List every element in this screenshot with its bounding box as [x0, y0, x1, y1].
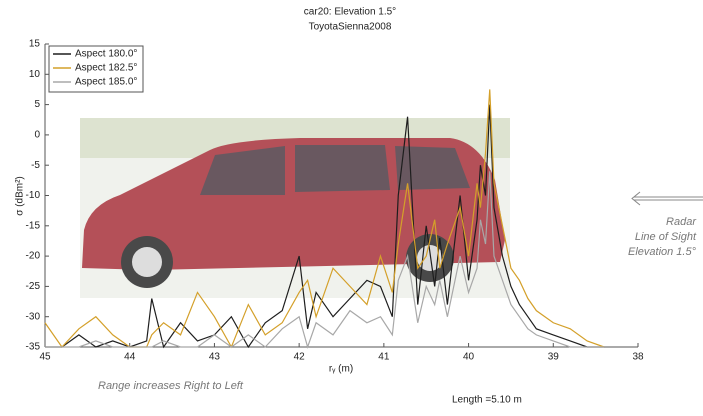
annotation: Line of Sight	[635, 231, 697, 243]
legend-label: Aspect 185.0°	[75, 77, 137, 88]
x-tick-label: 38	[632, 352, 644, 363]
y-tick-label: -30	[26, 311, 41, 322]
legend-label: Aspect 182.5°	[75, 63, 137, 74]
annotation: Length =5.10 m	[452, 395, 522, 406]
y-tick-label: 15	[29, 39, 41, 50]
chart-subtitle: ToyotaSienna2008	[309, 22, 392, 33]
x-tick-label: 42	[294, 352, 306, 363]
annotation: Range increases Right to Left	[98, 380, 244, 392]
x-tick-label: 45	[39, 352, 51, 363]
y-tick-label: 10	[29, 69, 41, 80]
x-tick-label: 44	[124, 352, 136, 363]
x-tick-label: 43	[209, 352, 221, 363]
y-tick-label: -5	[31, 160, 40, 171]
y-tick-label: 0	[34, 130, 40, 141]
series-line	[45, 104, 605, 349]
car-photo	[80, 118, 510, 298]
annotation: Radar	[666, 216, 697, 228]
x-tick-label: 41	[378, 352, 390, 363]
series-line	[45, 171, 605, 350]
radar-arrow-head	[631, 191, 641, 206]
annotation: Elevation 1.5°	[628, 246, 697, 258]
y-tick-label: -20	[26, 251, 41, 262]
x-tick-label: 40	[463, 352, 475, 363]
y-tick-label: -25	[26, 281, 41, 292]
y-tick-label: -15	[26, 220, 41, 231]
legend-label: Aspect 180.0°	[75, 49, 137, 60]
x-tick-label: 39	[548, 352, 560, 363]
series-line	[44, 89, 605, 349]
chart-title: car20: Elevation 1.5°	[304, 7, 396, 18]
y-tick-label: 5	[34, 99, 40, 110]
x-axis-label: rᵧ (m)	[329, 364, 353, 375]
y-axis-label: σ (dBm²)	[15, 176, 26, 216]
y-tick-label: -35	[26, 342, 41, 353]
y-tick-label: -10	[26, 190, 41, 201]
